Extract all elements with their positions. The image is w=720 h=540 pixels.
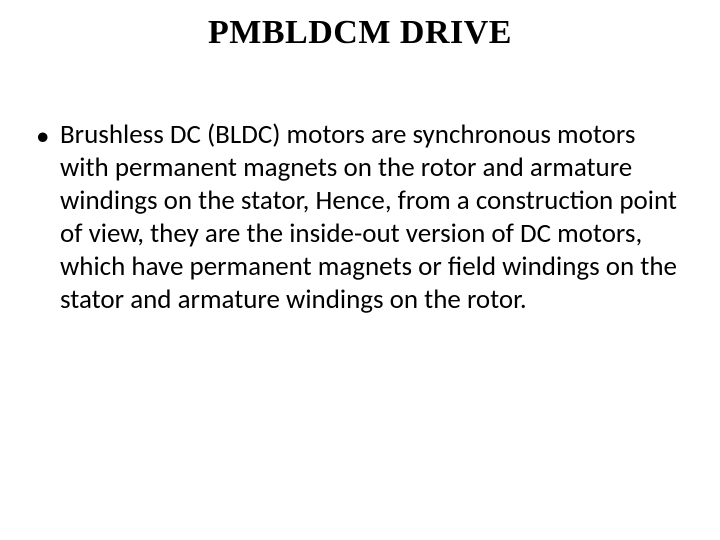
bullet-text: Brushless DC (BLDC) motors are synchrono… bbox=[60, 118, 680, 316]
slide: PMBLDCM DRIVE • Brushless DC (BLDC) moto… bbox=[0, 0, 720, 540]
slide-title: PMBLDCM DRIVE bbox=[0, 14, 720, 52]
slide-body: • Brushless DC (BLDC) motors are synchro… bbox=[36, 118, 680, 316]
bullet-marker: • bbox=[36, 118, 60, 153]
bullet-item: • Brushless DC (BLDC) motors are synchro… bbox=[36, 118, 680, 316]
